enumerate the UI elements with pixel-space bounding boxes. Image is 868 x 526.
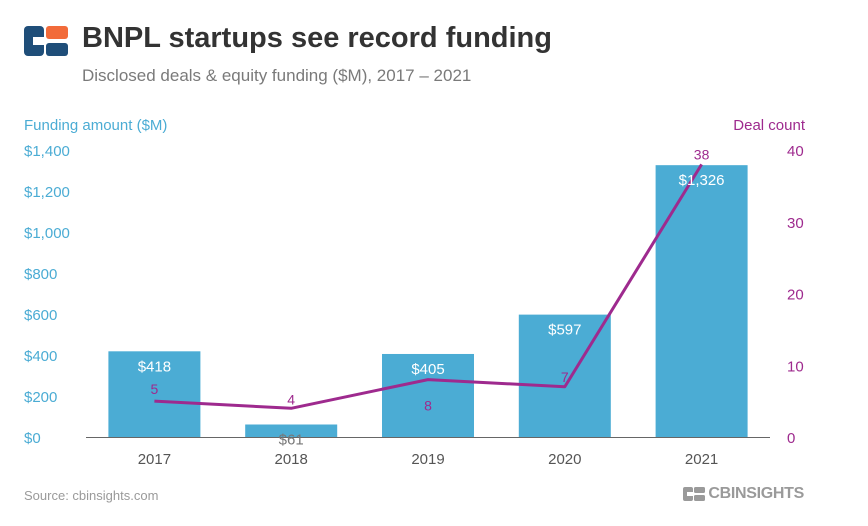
right-tick-label: 40: [787, 143, 804, 160]
line-value-label: 38: [694, 146, 710, 162]
logo-right-bottom: [46, 43, 68, 56]
cb-insights-logo-icon: [24, 26, 68, 56]
bar-value-label: $597: [548, 322, 581, 339]
left-tick-label: $1,400: [24, 143, 70, 160]
chart-subtitle: Disclosed deals & equity funding ($M), 2…: [82, 66, 472, 85]
deal-count-line: [154, 163, 703, 410]
x-tick-label: 2021: [685, 451, 718, 468]
left-tick-label: $200: [24, 389, 57, 406]
line-value-label: 7: [561, 369, 569, 385]
left-tick-label: $0: [24, 430, 41, 447]
right-tick-label: 20: [787, 287, 804, 304]
brand-mark: CBINSIGHTS: [683, 484, 804, 504]
source-note: Source: cbinsights.com: [24, 488, 159, 503]
funding-bar-2019: [382, 353, 474, 437]
x-tick-label: 2018: [275, 451, 308, 468]
line-value-label: 5: [151, 381, 159, 397]
line-value-label: 8: [424, 398, 432, 414]
line-value-label: 4: [287, 391, 295, 407]
chart-title: BNPL startups see record funding: [82, 22, 552, 54]
right-tick-label: 10: [787, 358, 804, 375]
logo-left-notch: [33, 37, 44, 45]
bar-value-label: $405: [411, 361, 444, 378]
right-tick-label: 30: [787, 215, 804, 232]
x-tick-label: 2020: [548, 451, 581, 468]
left-tick-label: $400: [24, 348, 57, 365]
funding-bar-2021: [655, 165, 748, 438]
left-axis-title: Funding amount ($M): [24, 117, 167, 134]
logo-right-top: [46, 26, 68, 39]
bar-value-label: $61: [279, 431, 304, 448]
combo-chart: Funding amount ($M) Deal count $0 $200 $400 $…: [24, 117, 806, 468]
left-tick-label: $1,000: [24, 225, 70, 242]
x-tick-label: 2017: [138, 451, 171, 468]
x-tick-label: 2019: [411, 451, 444, 468]
left-tick-label: $1,200: [24, 184, 70, 201]
funding-bar-2018: [245, 424, 338, 437]
chart-header: BNPL startups see record funding Disclos…: [24, 20, 844, 90]
left-tick-label: $600: [24, 307, 57, 324]
funding-bar-2017: [108, 351, 201, 437]
right-tick-label: 0: [787, 430, 795, 447]
cb-insights-small-logo-icon: [683, 487, 706, 501]
right-axis-title: Deal count: [733, 117, 806, 134]
bar-value-label: $418: [138, 358, 171, 375]
brand-text: CBINSIGHTS: [708, 485, 804, 502]
bar-value-label: $1,326: [679, 172, 725, 189]
left-tick-label: $800: [24, 266, 57, 283]
